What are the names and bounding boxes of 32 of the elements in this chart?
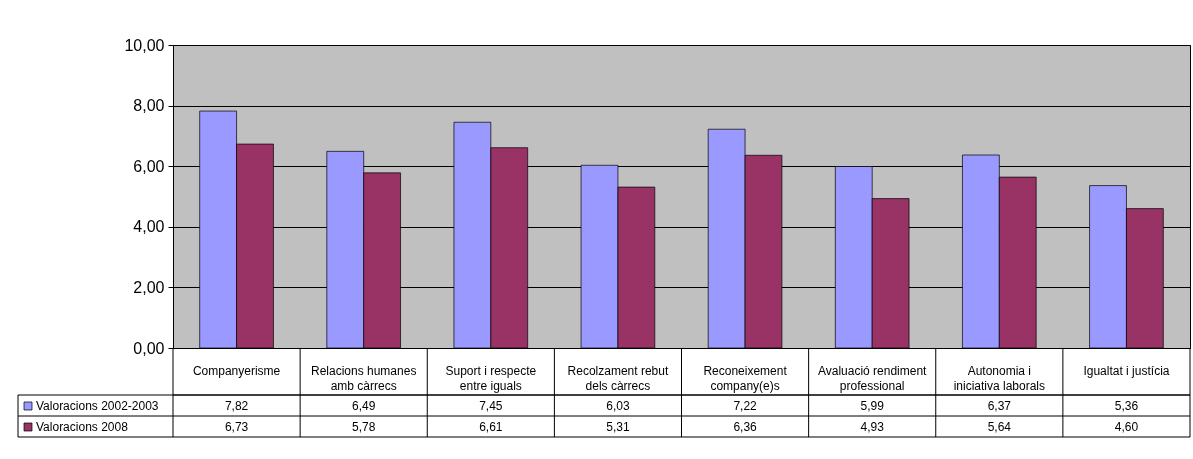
x-tick-label: Recolzament rebut dels càrrecs xyxy=(567,364,669,393)
y-tick-label: 2,00 xyxy=(133,278,165,296)
data-label: 6,36 xyxy=(733,420,758,434)
data-label: 6,49 xyxy=(352,399,376,413)
data-label: 4,60 xyxy=(1114,420,1139,434)
x-tick-label: Autonomia i iniciativa laborals xyxy=(953,364,1046,393)
y-tick-label: 0,00 xyxy=(133,339,165,357)
x-tick-label: Relacions humanes amb càrrecs xyxy=(310,364,417,393)
data-label: 6,61 xyxy=(479,420,503,434)
y-tick-label: 10,00 xyxy=(124,36,165,54)
y-tick-label: 4,00 xyxy=(133,218,165,236)
x-tick-label: Companyerisme xyxy=(192,364,281,378)
data-label: 6,37 xyxy=(987,399,1012,413)
data-label: 7,22 xyxy=(733,399,758,413)
x-tick-label: Igualtat i justícia xyxy=(1083,364,1170,378)
data-label: 6,73 xyxy=(224,420,249,434)
data-label: 5,36 xyxy=(1114,399,1139,413)
data-label: 5,99 xyxy=(860,399,885,413)
legend-label: Valoracions 2002-2003 xyxy=(36,399,159,413)
y-tick-label: 6,00 xyxy=(133,157,165,175)
x-tick-label: Reconeixement company(e)s xyxy=(703,364,788,393)
x-tick-label: Suport i respecte entre iguals xyxy=(445,364,537,393)
data-label: 5,78 xyxy=(352,420,376,434)
data-label: 7,82 xyxy=(224,399,249,413)
x-tick-label: Avaluació rendiment professional xyxy=(817,364,928,393)
data-label: 7,45 xyxy=(479,399,503,413)
legend-label: Valoracions 2008 xyxy=(36,420,129,434)
data-label: 5,31 xyxy=(606,420,630,434)
data-label: 6,03 xyxy=(606,399,630,413)
y-tick-label: 8,00 xyxy=(133,97,165,115)
data-label: 5,64 xyxy=(987,420,1012,434)
data-label: 4,93 xyxy=(860,420,885,434)
